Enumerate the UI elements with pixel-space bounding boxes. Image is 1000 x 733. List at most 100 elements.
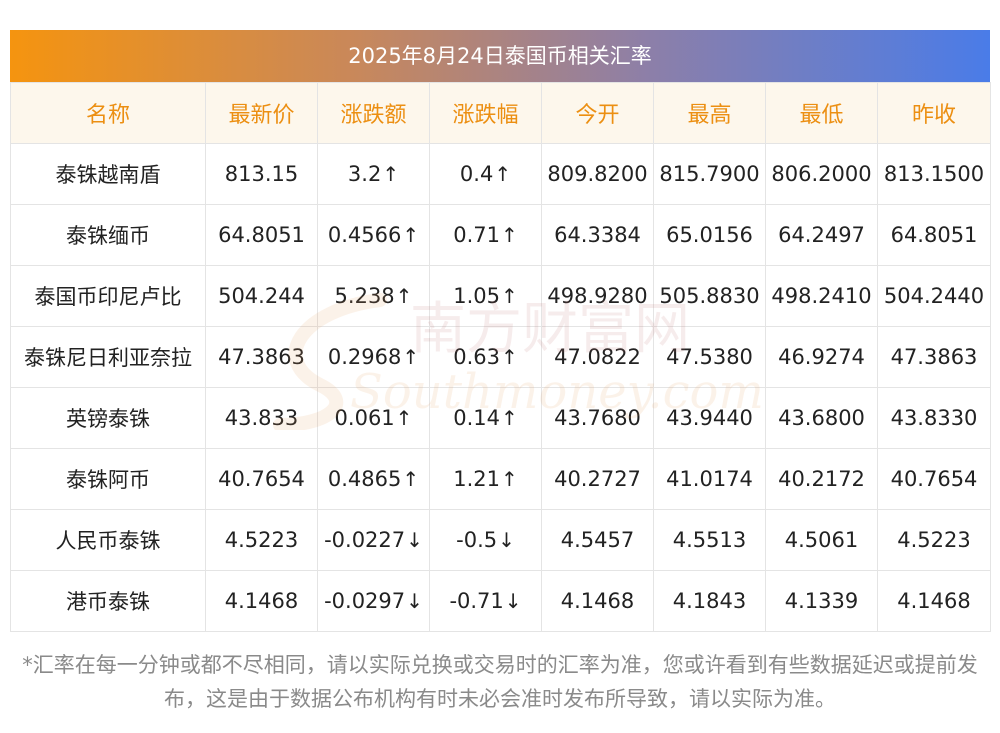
cell-low-value: 4.1339	[784, 589, 859, 613]
cell-latest: 4.1468	[205, 570, 318, 632]
cell-high: 43.9440	[653, 387, 766, 449]
cell-change: -0.0297↓	[317, 570, 430, 632]
cell-open-value: 47.0822	[554, 345, 641, 369]
arrow-up-icon: ↑	[395, 284, 413, 308]
cell-open: 40.2727	[541, 448, 654, 510]
cell-name: 泰铢尼日利亚奈拉	[10, 326, 206, 388]
cell-low: 4.5061	[765, 509, 878, 571]
cell-low: 806.2000	[765, 143, 878, 205]
cell-name: 英镑泰铢	[10, 387, 206, 449]
table-row: 港币泰铢 4.1468 -0.0297↓ -0.71↓ 4.1468 4.1843 4.13…	[10, 570, 991, 632]
cell-high-value: 505.8830	[659, 284, 760, 308]
arrow-up-icon: ↑	[501, 345, 518, 369]
cell-change-pct-value: 1.05	[453, 284, 500, 308]
cell-prev-close-value: 64.8051	[890, 223, 978, 247]
cell-change-pct-value: 0.4	[459, 162, 494, 186]
cell-open: 4.5457	[541, 509, 654, 571]
cell-latest-value: 47.3863	[218, 345, 305, 369]
arrow-up-icon: ↑	[494, 162, 512, 186]
cell-open: 47.0822	[541, 326, 654, 388]
cell-latest-value: 4.5223	[224, 528, 299, 552]
cell-change: 3.2↑	[317, 143, 430, 205]
exchange-rate-table: 名称 最新价 涨跌额 涨跌幅 今开 最高 最低 昨收 泰铢越南盾 813.15 3.…	[10, 82, 991, 632]
cell-change-pct-value: 0.71	[453, 223, 500, 247]
cell-change: 0.2968↑	[317, 326, 430, 388]
cell-latest-value: 504.244	[218, 284, 305, 308]
cell-change-pct-value: 0.14	[453, 406, 500, 430]
cell-latest-value: 40.7654	[218, 467, 305, 491]
cell-prev-close-value: 504.2440	[883, 284, 985, 308]
cell-change: -0.0227↓	[317, 509, 430, 571]
cell-open: 4.1468	[541, 570, 654, 632]
cell-change-pct-value: 0.63	[453, 345, 500, 369]
cell-change-value: 0.4566	[327, 223, 402, 247]
cell-change-pct: 0.71↑	[429, 204, 542, 266]
disclaimer-note: *汇率在每一分钟或都不尽相同，请以实际兑换或交易时的汇率为准，您或许看到有些数据…	[22, 653, 978, 711]
arrow-down-icon: ↓	[406, 528, 423, 552]
cell-open-value: 43.7680	[554, 406, 641, 430]
cell-prev-close-value: 813.1500	[883, 162, 985, 186]
cell-low: 40.2172	[765, 448, 878, 510]
cell-name: 泰铢缅币	[10, 204, 206, 266]
arrow-up-icon: ↑	[501, 467, 518, 491]
cell-change-pct-value: -0.5	[456, 528, 498, 552]
header-latest: 最新价	[205, 82, 318, 144]
cell-open: 809.8200	[541, 143, 654, 205]
cell-open: 43.7680	[541, 387, 654, 449]
cell-prev-close: 504.2440	[877, 265, 991, 327]
cell-high-value: 41.0174	[666, 467, 753, 491]
cell-change-value: -0.0297	[324, 589, 406, 613]
cell-open-value: 4.5457	[560, 528, 635, 552]
cell-change-value: -0.0227	[324, 528, 406, 552]
cell-low: 46.9274	[765, 326, 878, 388]
header-change: 涨跌额	[317, 82, 430, 144]
cell-latest: 813.15	[205, 143, 318, 205]
cell-open-value: 40.2727	[554, 467, 641, 491]
cell-high: 505.8830	[653, 265, 766, 327]
cell-name: 泰铢阿币	[10, 448, 206, 510]
cell-name: 人民币泰铢	[10, 509, 206, 571]
header-name: 名称	[10, 82, 206, 144]
arrow-down-icon: ↓	[406, 589, 423, 613]
cell-name-value: 泰国币印尼卢比	[34, 285, 182, 309]
cell-high: 41.0174	[653, 448, 766, 510]
arrow-up-icon: ↑	[395, 406, 413, 430]
arrow-up-icon: ↑	[402, 467, 420, 491]
cell-change-value: 3.2	[347, 162, 382, 186]
cell-prev-close: 40.7654	[877, 448, 991, 510]
cell-open-value: 64.3384	[554, 223, 641, 247]
cell-prev-close-value: 4.5223	[897, 528, 971, 552]
header-high: 最高	[653, 82, 766, 144]
cell-high: 4.5513	[653, 509, 766, 571]
table-row: 泰铢阿币 40.7654 0.4865↑ 1.21↑ 40.2727 41.0174 40.…	[10, 448, 991, 510]
cell-low-value: 43.6800	[778, 406, 865, 430]
cell-latest: 64.8051	[205, 204, 318, 266]
arrow-up-icon: ↑	[402, 345, 420, 369]
cell-high-value: 4.1843	[672, 589, 747, 613]
cell-high: 47.5380	[653, 326, 766, 388]
header-low: 最低	[765, 82, 878, 144]
cell-change-pct: 0.14↑	[429, 387, 542, 449]
cell-name: 港币泰铢	[10, 570, 206, 632]
arrow-up-icon: ↑	[501, 223, 518, 247]
table-row: 泰铢缅币 64.8051 0.4566↑ 0.71↑ 64.3384 65.0156 64.…	[10, 204, 991, 266]
cell-open-value: 498.9280	[547, 284, 648, 308]
cell-latest-value: 813.15	[224, 162, 299, 186]
cell-latest-value: 43.833	[224, 406, 299, 430]
cell-prev-close: 813.1500	[877, 143, 991, 205]
cell-change-pct: 1.05↑	[429, 265, 542, 327]
cell-prev-close: 47.3863	[877, 326, 991, 388]
cell-low-value: 64.2497	[778, 223, 865, 247]
cell-latest-value: 64.8051	[218, 223, 305, 247]
cell-high-value: 65.0156	[666, 223, 753, 247]
cell-low-value: 46.9274	[778, 345, 865, 369]
header-change-pct: 涨跌幅	[429, 82, 542, 144]
table-row: 泰国币印尼卢比 504.244 5.238↑ 1.05↑ 498.9280 505.883…	[10, 265, 991, 327]
cell-low-value: 806.2000	[771, 162, 872, 186]
cell-open: 498.9280	[541, 265, 654, 327]
cell-change-pct: 0.63↑	[429, 326, 542, 388]
arrow-up-icon: ↑	[402, 223, 420, 247]
cell-name: 泰铢越南盾	[10, 143, 206, 205]
cell-low-value: 4.5061	[784, 528, 859, 552]
cell-high: 4.1843	[653, 570, 766, 632]
